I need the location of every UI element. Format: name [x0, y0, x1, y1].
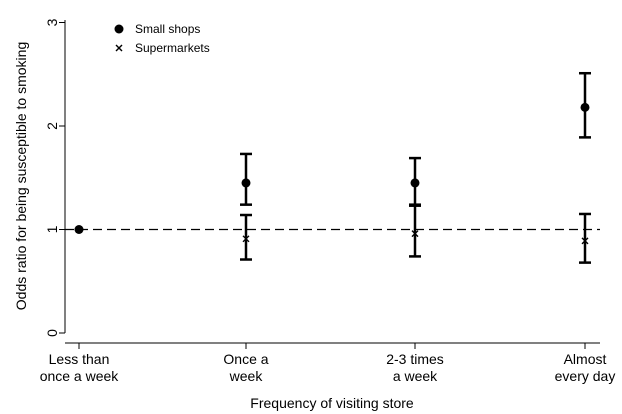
series-group	[74, 71, 591, 264]
error-bar	[240, 213, 252, 261]
legend-label: Supermarkets	[135, 41, 210, 55]
y-ticks: 0 1 2 3	[44, 18, 65, 337]
x-tick-label: Less than once a week	[40, 351, 120, 384]
error-bar	[409, 204, 421, 258]
x-ticks: Less than once a week Once a week 2-3 times a…	[40, 343, 616, 384]
legend-marker	[115, 44, 123, 52]
y-axis-title: Odds ratio for being susceptible to smok…	[13, 42, 29, 310]
x-axis-title: Frequency of visiting store	[250, 395, 414, 411]
data-point	[242, 235, 250, 243]
legend-label: Small shops	[135, 22, 200, 36]
x-tick-label: 2-3 times a week	[386, 351, 444, 384]
y-tick-label: 3	[44, 18, 60, 26]
x-axis: Less than once a week Once a week 2-3 times a…	[40, 342, 616, 384]
legend-marker	[114, 24, 124, 34]
y-tick-label: 2	[44, 122, 60, 130]
error-bar	[579, 212, 591, 264]
series-small-shops	[74, 71, 591, 234]
data-point	[75, 226, 83, 233]
y-tick-label: 1	[44, 225, 60, 233]
y-tick-label: 0	[44, 329, 60, 337]
series-supermarkets	[75, 204, 591, 264]
data-point	[580, 102, 590, 112]
x-tick-label: Almost every day	[555, 351, 616, 384]
data-point	[410, 178, 420, 188]
data-point	[241, 178, 251, 188]
x-tick-label: Once a week	[223, 351, 268, 384]
legend-item: Small shops	[114, 22, 200, 36]
data-point	[411, 230, 419, 238]
y-axis: 0 1 2 3	[44, 18, 66, 337]
legend-item: Supermarkets	[115, 41, 210, 55]
legend: Small shops Supermarkets	[114, 22, 210, 55]
data-point	[581, 237, 589, 245]
